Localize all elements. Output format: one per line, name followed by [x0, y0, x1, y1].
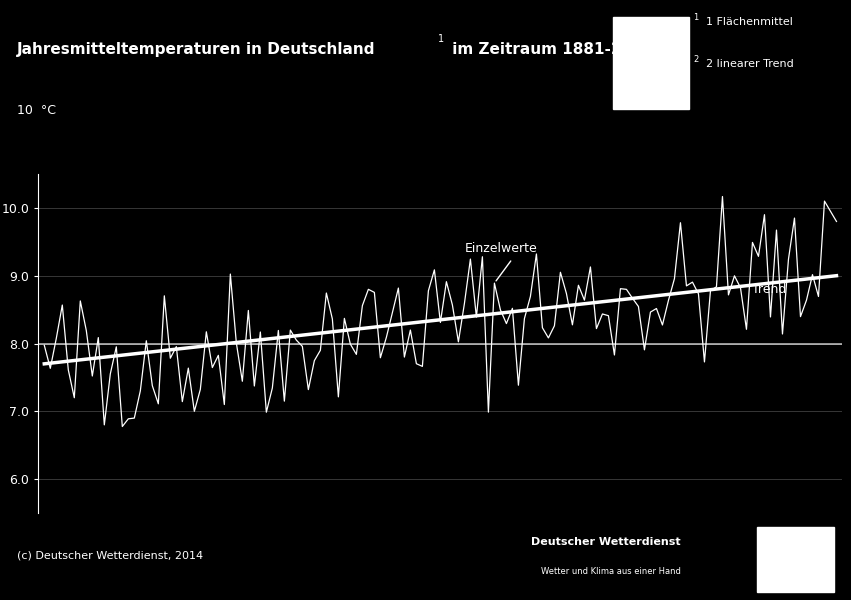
FancyBboxPatch shape [757, 527, 834, 592]
Text: Wetter und Klima aus einer Hand: Wetter und Klima aus einer Hand [541, 567, 681, 576]
Text: 1: 1 [438, 34, 444, 44]
FancyBboxPatch shape [613, 17, 689, 109]
Text: Einzelwerte: Einzelwerte [465, 242, 537, 255]
Text: 1 Flächenmittel: 1 Flächenmittel [706, 17, 793, 27]
Text: (c) Deutscher Wetterdienst, 2014: (c) Deutscher Wetterdienst, 2014 [17, 550, 203, 560]
Text: im Zeitraum 1881-2013: im Zeitraum 1881-2013 [447, 42, 654, 57]
Text: 2 linearer Trend: 2 linearer Trend [706, 59, 794, 69]
Text: 2: 2 [694, 55, 699, 64]
Text: Jahresmitteltemperaturen in Deutschland: Jahresmitteltemperaturen in Deutschland [17, 42, 375, 57]
Text: Trend: Trend [752, 283, 787, 296]
Text: Deutscher Wetterdienst: Deutscher Wetterdienst [531, 536, 681, 547]
Text: 10  °C: 10 °C [17, 104, 56, 117]
Text: 1: 1 [694, 13, 699, 22]
